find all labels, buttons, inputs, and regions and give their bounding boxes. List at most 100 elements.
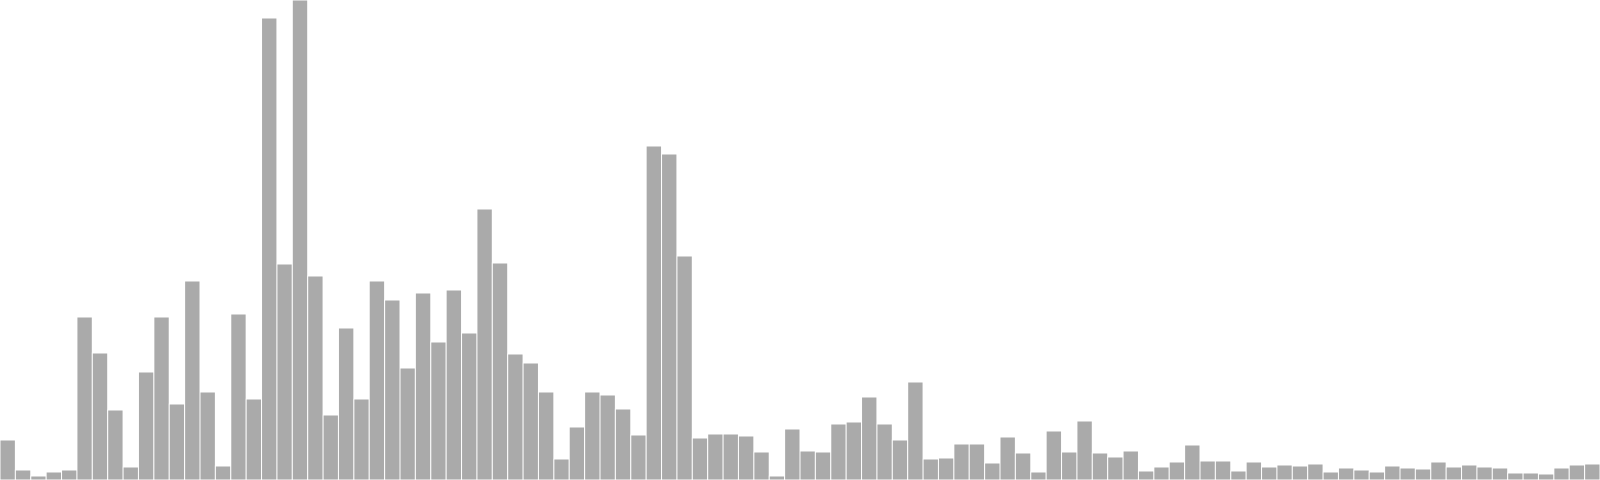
bar-100: [1537, 473, 1555, 480]
bar-79: [1214, 460, 1232, 480]
bar-84: [1291, 465, 1309, 480]
bar-53: [814, 451, 832, 480]
bar-16: [245, 398, 263, 480]
bar-49: [753, 451, 770, 480]
bar-95: [1461, 464, 1478, 480]
bar-45: [691, 437, 709, 480]
bar-57: [876, 423, 893, 480]
bar-17: [261, 17, 278, 480]
bar-70: [1076, 420, 1093, 480]
bar-1: [14, 469, 32, 480]
bar-48: [737, 435, 755, 480]
bar-68: [1045, 430, 1063, 480]
bar-82: [1261, 466, 1278, 480]
bar-73: [1122, 450, 1139, 480]
bar-60: [922, 458, 939, 480]
bar-98: [1507, 472, 1524, 480]
bar-80: [1230, 470, 1247, 480]
bar-64: [984, 462, 1001, 480]
bar-39: [599, 394, 616, 480]
bar-6: [91, 352, 109, 480]
bar-8: [122, 466, 139, 480]
bar-27: [414, 292, 432, 480]
bar-63: [968, 443, 986, 480]
bar-20: [307, 275, 324, 480]
bar-67: [1030, 471, 1047, 480]
bar-72: [1107, 456, 1124, 480]
bar-71: [1091, 452, 1109, 480]
bar-44: [676, 255, 693, 480]
bar-14: [214, 465, 232, 480]
bar-66: [1014, 452, 1032, 480]
bar-32: [491, 262, 509, 480]
bar-22: [337, 327, 355, 480]
bar-34: [522, 362, 539, 480]
bar-4: [61, 469, 78, 480]
bar-81: [1245, 461, 1263, 480]
bar-90: [1384, 465, 1401, 480]
bar-19: [291, 0, 309, 480]
bar-51: [784, 428, 801, 480]
bar-40: [614, 408, 632, 480]
bar-101: [1553, 467, 1570, 480]
bar-37: [568, 426, 586, 480]
bar-85: [1307, 463, 1324, 480]
bar-10: [153, 316, 170, 480]
bar-91: [1399, 467, 1416, 480]
bar-69: [1061, 451, 1078, 480]
bar-52: [799, 450, 816, 480]
bar-78: [1199, 460, 1216, 480]
bar-5: [76, 316, 93, 480]
bar-56: [861, 396, 878, 480]
bar-35: [537, 391, 555, 480]
bar-86: [1322, 471, 1339, 480]
bar-7: [107, 409, 124, 480]
bar-102: [1568, 464, 1586, 480]
bar-29: [445, 289, 463, 480]
bar-93: [1430, 461, 1447, 480]
bar-36: [553, 458, 570, 480]
bar-75: [1153, 466, 1170, 480]
bar-92: [1414, 468, 1432, 480]
bar-77: [1184, 444, 1201, 480]
bar-33: [507, 353, 524, 480]
bar-54: [830, 423, 847, 480]
bar-61: [937, 457, 955, 480]
bar-46: [707, 433, 724, 480]
bar-26: [399, 367, 416, 480]
bar-38: [584, 391, 601, 480]
bar-9: [137, 371, 155, 480]
bar-18: [276, 263, 293, 480]
bar-30: [461, 332, 478, 480]
bar-87: [1337, 467, 1355, 480]
bar-74: [1137, 470, 1155, 480]
bar-15: [230, 313, 247, 480]
bar-12: [184, 280, 201, 480]
bar-23: [353, 398, 370, 480]
bar-99: [1522, 472, 1539, 480]
bar-50: [768, 475, 786, 480]
bar-62: [953, 443, 970, 480]
bar-42: [645, 145, 663, 480]
bar-88: [1353, 469, 1370, 480]
bar-2: [30, 475, 47, 480]
bar-0: [0, 439, 16, 480]
bar-103: [1584, 463, 1600, 480]
bar-21: [322, 414, 339, 480]
bar-43: [661, 153, 678, 480]
bar-97: [1491, 467, 1509, 480]
bar-47: [722, 433, 739, 480]
bar-59: [907, 381, 924, 480]
bar-94: [1445, 466, 1463, 480]
bar-31: [476, 208, 493, 480]
bar-58: [891, 439, 909, 480]
bar-96: [1476, 466, 1493, 480]
bar-25: [384, 299, 401, 480]
bar-41: [630, 434, 647, 480]
bar-76: [1168, 461, 1186, 480]
bar-83: [1276, 464, 1293, 480]
bar-65: [999, 436, 1016, 480]
bar-13: [199, 391, 216, 480]
